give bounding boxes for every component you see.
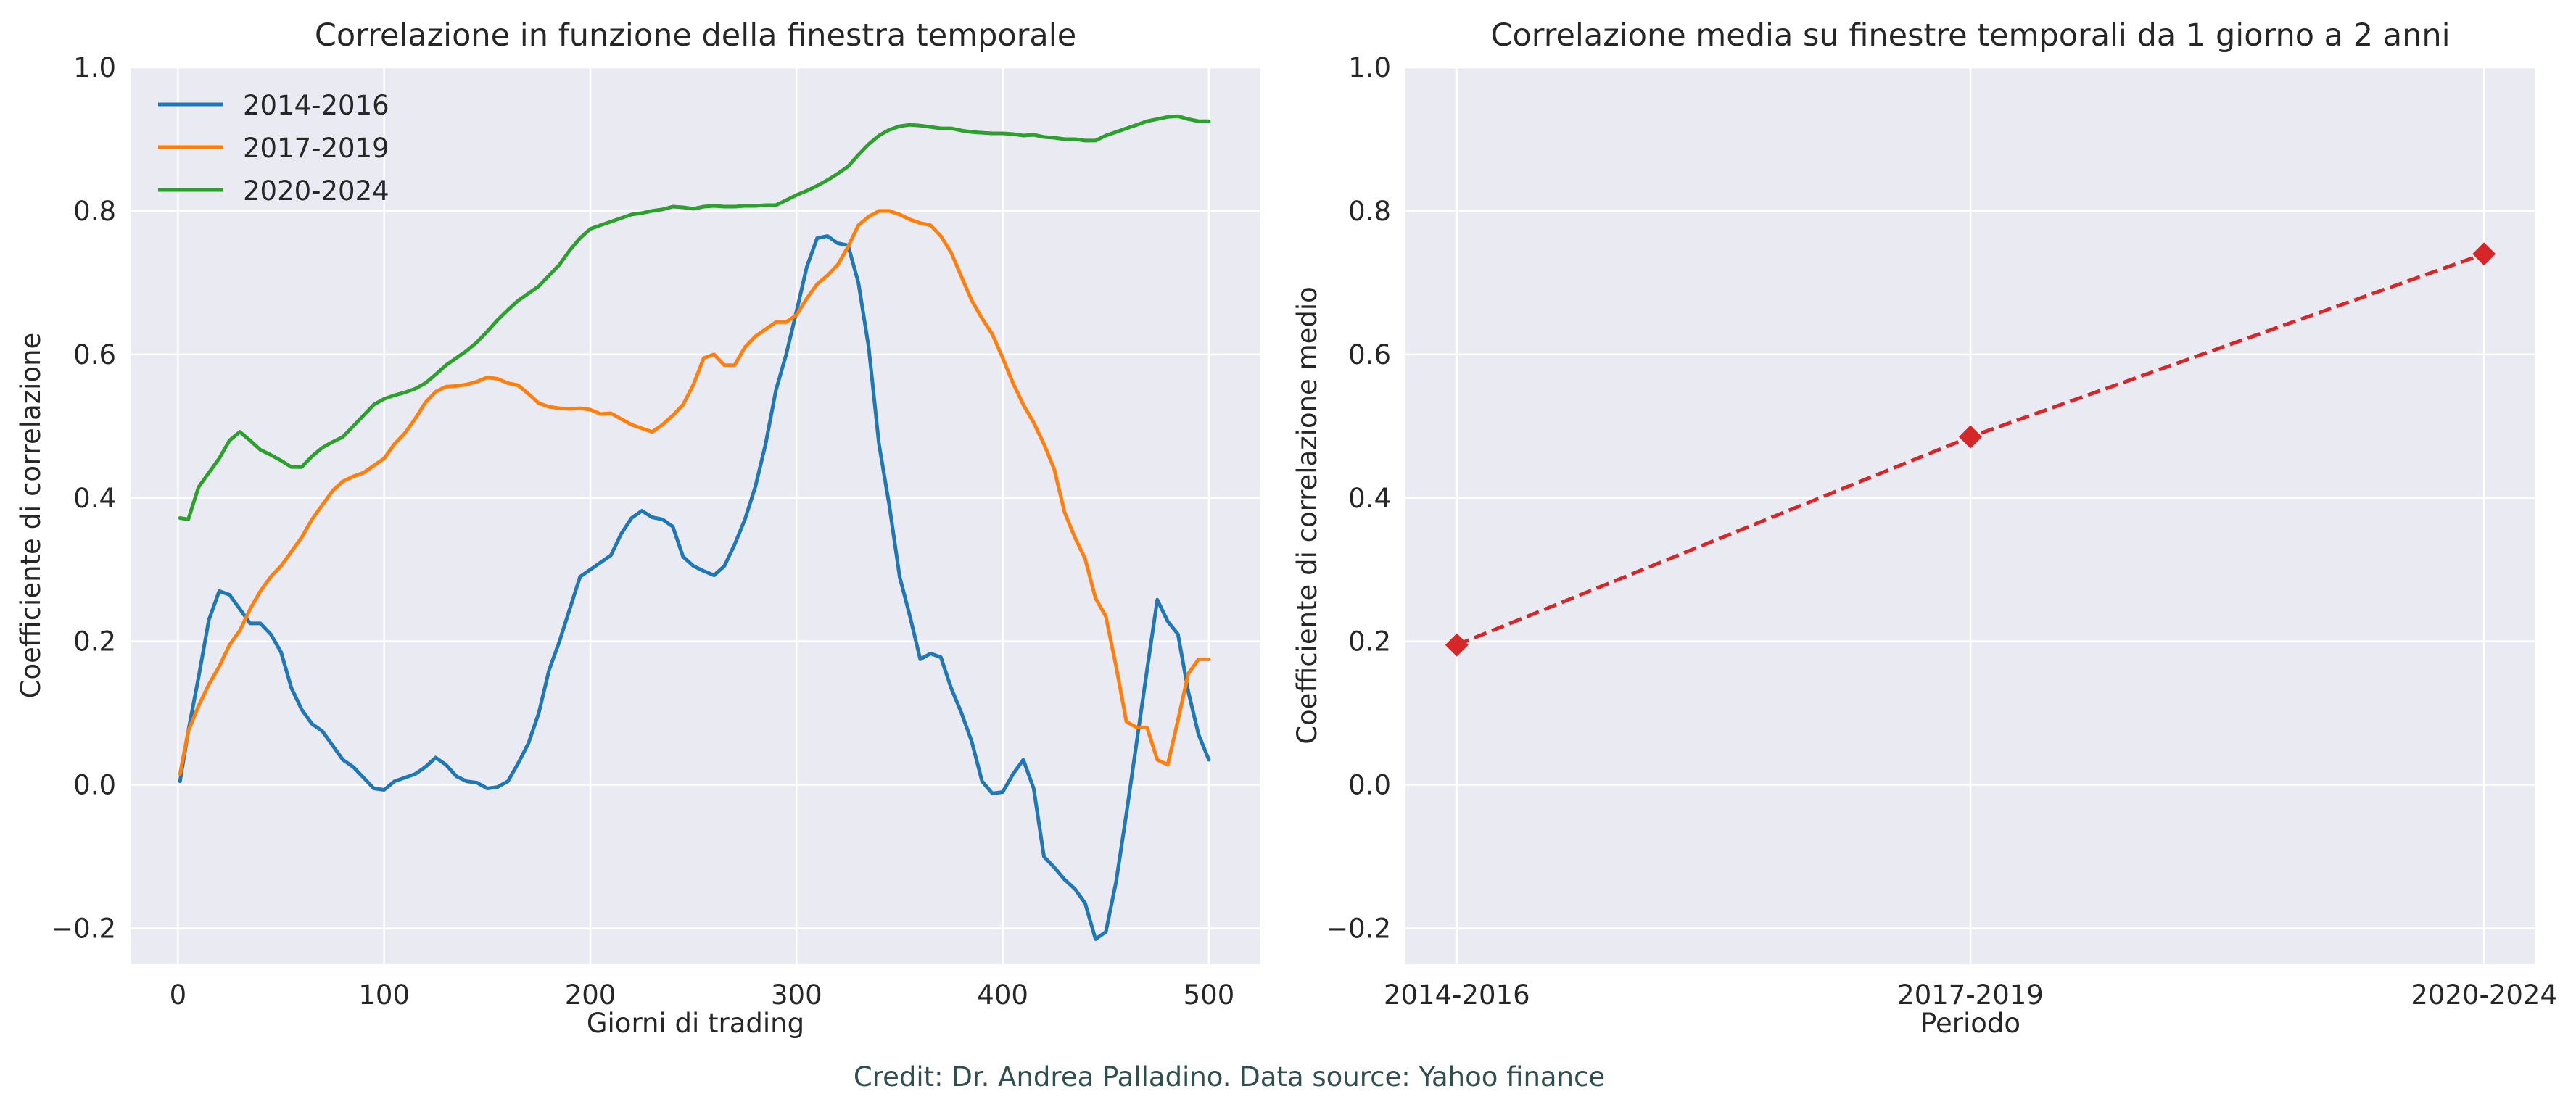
point-marker-2020-2024 bbox=[2472, 242, 2496, 266]
y-tick-label: 0.2 bbox=[73, 626, 116, 658]
y-tick-label: 0.4 bbox=[1348, 483, 1391, 514]
credit-text: Credit: Dr. Andrea Palladino. Data sourc… bbox=[854, 1061, 1605, 1093]
y-tick-label: 0.0 bbox=[1348, 770, 1391, 801]
y-tick-label: −0.2 bbox=[51, 913, 116, 945]
left-x-axis-label: Giorni di trading bbox=[587, 1008, 804, 1039]
left-y-axis-label: Coefficiente di correlazione bbox=[15, 333, 46, 699]
x-tick-label-2017-2019: 2017-2019 bbox=[1897, 979, 2044, 1011]
right-series-group bbox=[1445, 242, 2496, 657]
y-tick-label: 1.0 bbox=[73, 52, 116, 83]
legend-label-2017-2019: 2017-2019 bbox=[243, 133, 389, 164]
left-chart: −0.2 0.0 0.2 0.4 0.6 0.8 1.0 0 100 200 300 400 500 C… bbox=[15, 17, 1260, 1039]
x-tick-label: 400 bbox=[977, 979, 1028, 1011]
y-tick-label: 1.0 bbox=[1348, 52, 1391, 83]
right-x-axis-label: Periodo bbox=[1920, 1008, 2020, 1039]
y-tick-label: 0.0 bbox=[73, 770, 116, 801]
point-marker-2014-2016 bbox=[1445, 633, 1469, 657]
series-line-2017-2019 bbox=[178, 209, 1211, 776]
y-tick-label: −0.2 bbox=[1326, 913, 1391, 945]
left-series-group bbox=[178, 114, 1211, 941]
left-grid bbox=[131, 66, 1260, 964]
left-plot-area bbox=[131, 67, 1260, 964]
left-tick-labels: −0.2 0.0 0.2 0.4 0.6 0.8 1.0 0 100 200 300 400 500 bbox=[51, 52, 1234, 1011]
y-tick-label: 0.6 bbox=[73, 339, 116, 370]
x-tick-label: 0 bbox=[170, 979, 187, 1011]
right-grid bbox=[1405, 66, 2535, 964]
x-tick-label: 100 bbox=[358, 979, 410, 1011]
x-tick-label-2020-2024: 2020-2024 bbox=[2411, 979, 2557, 1011]
x-tick-label: 300 bbox=[771, 979, 822, 1011]
left-legend: 2014-2016 2017-2019 2020-2024 bbox=[158, 90, 389, 207]
right-y-axis-label: Coefficiente di correlazione medio bbox=[1292, 286, 1323, 745]
point-marker-2017-2019 bbox=[1959, 425, 1982, 449]
legend-label-2020-2024: 2020-2024 bbox=[243, 175, 389, 207]
x-tick-label: 500 bbox=[1184, 979, 1235, 1011]
y-tick-label: 0.8 bbox=[1348, 196, 1391, 227]
y-tick-label: 0.2 bbox=[1348, 626, 1391, 658]
right-tick-labels: −0.2 0.0 0.2 0.4 0.6 0.8 1.0 2014-2016 2017-2019… bbox=[1326, 52, 2557, 1011]
x-tick-label-2014-2016: 2014-2016 bbox=[1384, 979, 1530, 1011]
right-chart: −0.2 0.0 0.2 0.4 0.6 0.8 1.0 2014-2016 2017-2019… bbox=[1292, 17, 2557, 1039]
y-tick-label: 0.8 bbox=[73, 196, 116, 227]
series-line-2014-2016 bbox=[178, 234, 1211, 941]
y-tick-label: 0.6 bbox=[1348, 339, 1391, 370]
left-chart-title: Correlazione in funzione della finestra … bbox=[315, 17, 1076, 54]
x-tick-label: 200 bbox=[565, 979, 616, 1011]
right-chart-title: Correlazione media su finestre temporali… bbox=[1490, 17, 2450, 54]
series-line-2020-2024 bbox=[178, 114, 1211, 521]
legend-label-2014-2016: 2014-2016 bbox=[243, 90, 389, 121]
y-tick-label: 0.4 bbox=[73, 483, 116, 514]
